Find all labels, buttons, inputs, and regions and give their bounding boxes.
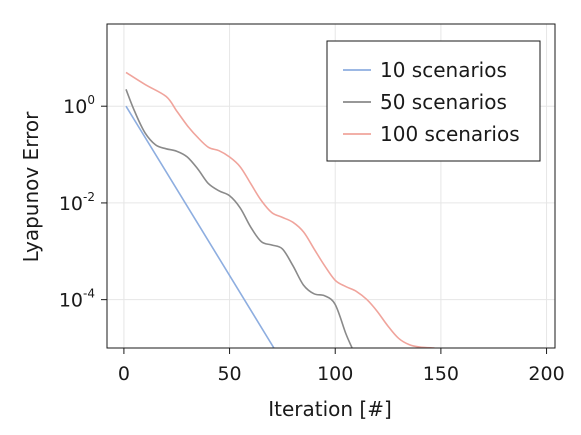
y-tick-label: 10-2 [59, 190, 95, 215]
x-tick-label: 150 [423, 363, 459, 385]
x-tick-label: 200 [528, 363, 564, 385]
y-tick-label: 100 [63, 93, 95, 118]
y-tick-label: 10-4 [59, 287, 95, 312]
y-axis-label: Lyapunov Error [19, 111, 43, 262]
legend: 10 scenarios 50 scenarios 100 scenarios [326, 40, 541, 162]
series-line-1 [125, 105, 275, 348]
legend-entry: 50 scenarios [380, 90, 507, 114]
plot-frame [106, 23, 556, 349]
series-layer [125, 71, 435, 348]
x-tick-label: 0 [118, 363, 130, 385]
series-line-2 [125, 89, 353, 348]
legend-entry: 100 scenarios [380, 122, 520, 146]
x-tick-label: 50 [217, 363, 241, 385]
legend-box [326, 40, 541, 162]
x-axis-ticks: 0 50 100 150 200 [118, 348, 565, 385]
x-tick-label: 100 [317, 363, 353, 385]
y-axis-ticks: 100 10-2 10-4 [59, 93, 107, 312]
series-line-3 [125, 71, 435, 348]
legend-entry: 10 scenarios [380, 58, 507, 82]
x-axis-label: Iteration [#] [268, 397, 392, 421]
